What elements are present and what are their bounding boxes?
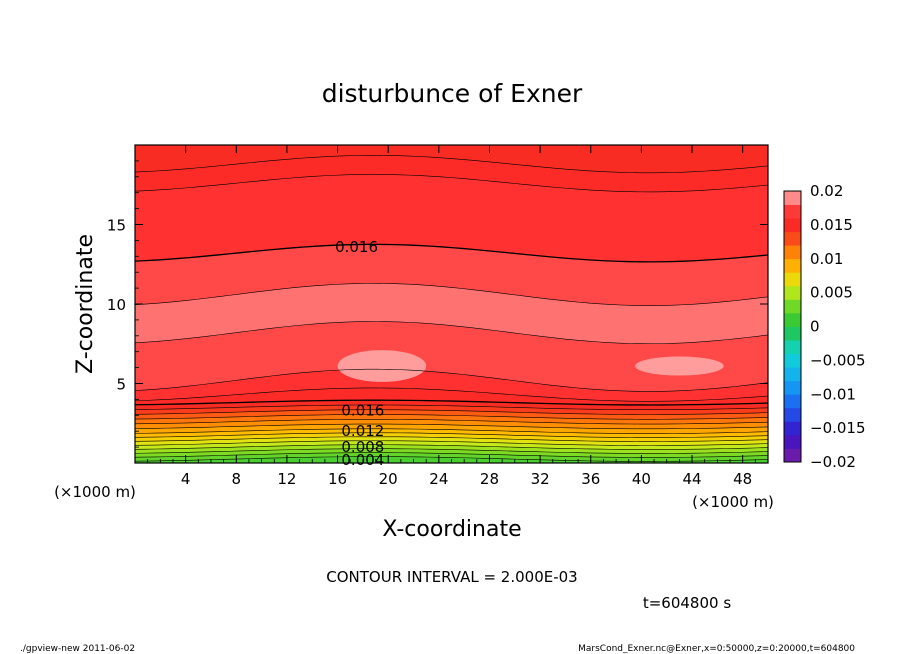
y-tick-label: 5 [116, 376, 126, 394]
contour-line [135, 428, 768, 434]
colorbar-tick-label: −0.015 [810, 419, 866, 437]
contour-line [135, 321, 768, 345]
contour-label: 0.016 [335, 238, 378, 256]
contour-line [135, 418, 768, 425]
colorbar-tick-label: 0.005 [810, 284, 853, 302]
contour-line [135, 283, 768, 306]
x-tick-label: 32 [531, 470, 550, 488]
x-axis-label: X-coordinate [382, 517, 521, 542]
colorbar-tick-label: −0.01 [810, 385, 856, 403]
x-tick-label: 44 [682, 470, 701, 488]
x-tick-label: 36 [581, 470, 600, 488]
x-tick-label: 48 [733, 470, 752, 488]
y-axis-unit: (×1000 m) [54, 483, 136, 501]
colorbar-segment [784, 231, 801, 246]
contour-line [135, 368, 768, 392]
colorbar-segment [784, 380, 801, 395]
contour-line [135, 404, 768, 411]
time-stamp: t=604800 s [643, 594, 731, 612]
colorbar-segment [784, 191, 801, 205]
y-tick-label: 15 [107, 217, 126, 235]
colorbar-tick-label: 0 [810, 318, 820, 336]
contour-line [135, 155, 768, 174]
contour-line [135, 387, 768, 402]
colorbar-segment [784, 421, 801, 436]
contour-line [135, 452, 768, 458]
colorbar-segment [784, 299, 801, 314]
x-tick-label: 20 [379, 470, 398, 488]
contour-line [135, 456, 768, 462]
x-tick-label: 28 [480, 470, 499, 488]
colorbar-segment [784, 245, 801, 260]
contour-line [135, 444, 768, 450]
x-tick-label: 12 [277, 470, 296, 488]
x-tick-label: 8 [232, 470, 242, 488]
x-axis: 4 8 12 16 20 24 28 32 36 40 44 48 [147, 145, 756, 488]
contour-line [135, 423, 768, 430]
field-maximum-patch [635, 356, 724, 376]
colorbar-segment [784, 285, 801, 300]
colorbar-tick-label: 0.02 [810, 182, 843, 200]
footer-left: ./gpview-new 2011-06-02 [20, 644, 135, 654]
colorbar-frame [783, 190, 802, 463]
colorbar-segment [784, 340, 801, 354]
x-tick-label: 40 [632, 470, 651, 488]
contour-lines [135, 155, 768, 462]
footer-right: MarsCond_Exner.nc@Exner,x=0:50000,z=0:20… [578, 644, 855, 654]
contour-line [135, 432, 768, 438]
colorbar-segment [784, 448, 801, 463]
contour-interval-note: CONTOUR INTERVAL = 2.000E-03 [326, 568, 577, 586]
contour-line [135, 174, 768, 193]
x-axis-unit: (×1000 m) [692, 493, 774, 511]
colorbar-segment [784, 312, 801, 327]
y-axis-label: Z-coordinate [73, 234, 98, 374]
contour-line [135, 436, 768, 442]
colorbar: 0.02 0.015 0.01 0.005 0 −0.005 −0.01 −0.015 −0.0… [783, 182, 866, 471]
colorbar-segment [784, 218, 801, 233]
colorbar-segment [784, 326, 801, 341]
colorbar-segment [784, 353, 801, 368]
colorbar-tick-label: 0.01 [810, 250, 843, 268]
contour-line [135, 440, 768, 446]
y-tick-label: 10 [107, 296, 126, 314]
x-tick-label: 16 [328, 470, 347, 488]
contour-line [135, 448, 768, 454]
colorbar-segment [784, 258, 801, 273]
colorbar-segment [784, 204, 801, 219]
contour-line [135, 243, 768, 263]
x-tick-label: 4 [181, 470, 191, 488]
colorbar-segment [784, 394, 801, 409]
y-axis: 5 10 15 [107, 160, 768, 448]
field-maximum-patch [337, 350, 427, 382]
contour-line [135, 414, 768, 420]
colorbar-tick-label: −0.02 [810, 453, 856, 471]
chart-title: disturbunce of Exner [322, 79, 583, 108]
colorbar-tick-label: −0.005 [810, 351, 866, 369]
contour-line [135, 409, 768, 415]
colorbar-tick-label: 0.015 [810, 216, 853, 234]
contour-label: 0.012 [341, 422, 384, 440]
x-tick-label: 24 [429, 470, 448, 488]
colorbar-segment [784, 407, 801, 422]
contour-label: 0.008 [341, 438, 384, 456]
contour-label: 0.016 [341, 402, 384, 420]
colorbar-segment [784, 367, 801, 382]
colorbar-segment [784, 434, 801, 449]
colorbar-segment [784, 272, 801, 287]
contour-line [135, 399, 768, 406]
